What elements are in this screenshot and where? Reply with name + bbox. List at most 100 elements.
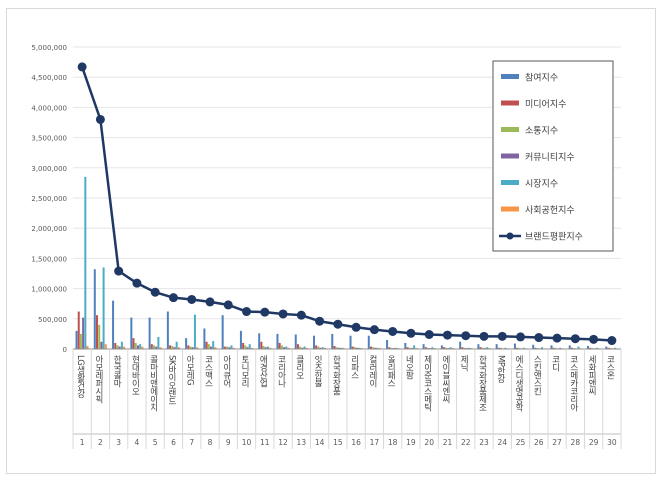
bar-참여지수: [349, 335, 352, 349]
category-label: 현대바이오: [130, 355, 140, 395]
line-point: [406, 328, 416, 338]
category-label: 콜마비앤에이치: [148, 355, 158, 412]
rank-label: 18: [388, 438, 398, 447]
bar-참여지수: [422, 344, 425, 349]
category-label: 코디: [550, 355, 560, 372]
rank-label: 28: [571, 438, 581, 447]
bar-참여지수: [367, 335, 370, 349]
bar-사회공헌지수: [250, 347, 253, 349]
line-point: [388, 326, 398, 336]
bar-시장지수: [84, 176, 87, 349]
legend-label: 참여지수: [525, 72, 558, 84]
line-point: [278, 309, 288, 319]
bar-소통지수: [226, 346, 229, 349]
bar-시장지수: [321, 347, 324, 349]
bar-참여지수: [440, 345, 443, 349]
bar-참여지수: [532, 344, 535, 349]
line-point: [114, 266, 124, 276]
category-label: MP한강: [495, 355, 505, 383]
bar-미디어지수: [77, 311, 80, 349]
rank-label: 20: [424, 438, 434, 447]
category-label: 한국화장품제조: [477, 355, 487, 411]
bar-소통지수: [353, 347, 356, 349]
bar-소통지수: [408, 347, 411, 349]
rank-label: 4: [135, 438, 140, 447]
line-point: [351, 322, 361, 332]
y-tick-label: 1,000,000: [31, 286, 67, 294]
rank-label: 3: [116, 438, 121, 447]
bar-커뮤니티지수: [301, 347, 304, 349]
line-point: [607, 336, 617, 346]
bar-사회공헌지수: [269, 347, 272, 349]
bar-사회공헌지수: [305, 347, 308, 349]
bar-소통지수: [372, 347, 375, 349]
legend-label: 소통지수: [525, 126, 558, 137]
y-tick-label: 3,000,000: [31, 165, 67, 173]
category-label: 한국화장품: [331, 355, 341, 395]
legend-label: 미디어지수: [525, 99, 566, 110]
bar-시장지수: [486, 347, 489, 349]
category-label: 세화피앤씨: [587, 355, 597, 395]
rank-label: 2: [98, 438, 103, 447]
bar-참여지수: [495, 344, 498, 349]
category-label: 아모레G: [185, 354, 195, 385]
rank-label: 16: [351, 438, 361, 447]
rank-label: 13: [297, 438, 307, 447]
bar-시장지수: [340, 347, 343, 349]
bar-시장지수: [358, 347, 361, 349]
rank-label: 14: [315, 438, 325, 447]
bar-시장지수: [394, 347, 397, 349]
bar-시장지수: [467, 347, 470, 349]
line-point: [424, 330, 434, 340]
bar-참여지수: [239, 330, 242, 349]
rank-label: 26: [534, 438, 544, 447]
category-label: 아모레퍼시픽: [93, 354, 103, 404]
category-label: 에스디생명공학: [514, 355, 524, 412]
bar-미디어지수: [96, 315, 98, 349]
bar-커뮤니티지수: [155, 346, 158, 349]
bar-소통지수: [500, 347, 503, 349]
legend-label: 시장지수: [525, 179, 558, 190]
bar-소통지수: [262, 345, 265, 349]
category-label: 클리오: [294, 355, 304, 379]
bar-사회공헌지수: [232, 347, 235, 349]
rank-label: 7: [189, 438, 194, 447]
bar-참여지수: [404, 342, 407, 349]
bar-미디어지수: [315, 345, 318, 349]
bar-참여지수: [605, 346, 608, 349]
bar-소통지수: [390, 347, 393, 349]
rank-label: 10: [242, 438, 252, 447]
y-axis-ticks: 0 500,000 1,000,000 1,500,000 2,000,000 2,500…: [31, 44, 67, 354]
bar-소통지수: [481, 347, 484, 349]
rank-label: 22: [461, 438, 471, 447]
legend-swatch: [501, 206, 519, 212]
bar-시장지수: [449, 347, 452, 349]
brand-index-line: [77, 62, 617, 346]
bar-시장지수: [212, 341, 215, 349]
bar-사회공헌지수: [159, 347, 162, 349]
line-point: [77, 62, 87, 72]
y-tick-label: 5,000,000: [31, 44, 67, 52]
bar-사회공헌지수: [141, 346, 144, 349]
rank-label: 25: [516, 438, 526, 447]
line-point: [150, 287, 160, 297]
line-point: [223, 300, 233, 310]
line-point: [534, 333, 544, 343]
bar-사회공헌지수: [104, 344, 107, 349]
bar-사회공헌지수: [177, 347, 180, 349]
category-label: 코스온: [605, 355, 615, 379]
bar-참여지수: [513, 343, 516, 349]
bar-소통지수: [171, 345, 174, 349]
legend-swatch: [501, 153, 519, 159]
line-point: [333, 319, 343, 329]
rank-label: 15: [333, 438, 343, 447]
legend-swatch: [501, 100, 519, 106]
bar-사회공헌지수: [123, 346, 126, 349]
bar-미디어지수: [461, 347, 464, 349]
bar-참여지수: [93, 269, 96, 349]
bar-커뮤니티지수: [82, 317, 85, 349]
bar-미디어지수: [516, 347, 519, 349]
bar-참여지수: [148, 317, 151, 349]
line-point: [296, 310, 306, 320]
bar-참여지수: [550, 345, 553, 349]
